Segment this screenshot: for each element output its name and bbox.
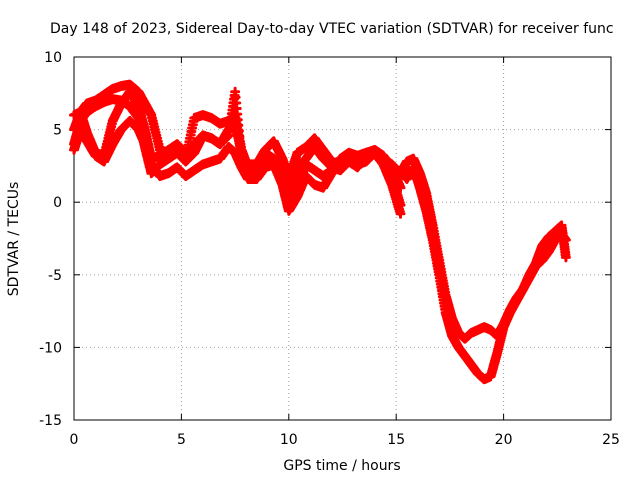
series-group (69, 79, 571, 385)
x-tick-label: 25 (602, 432, 620, 448)
y-tick-label: -10 (39, 340, 62, 356)
tick-marks (73, 56, 612, 421)
series-5 (395, 162, 571, 385)
x-tick-label: 5 (177, 432, 186, 448)
x-tick-label: 20 (495, 432, 513, 448)
x-axis-label: GPS time / hours (283, 458, 400, 474)
grid (74, 57, 611, 420)
plot-frame (73, 56, 612, 421)
x-tick-label: 10 (280, 432, 298, 448)
x-tick-label: 15 (387, 432, 405, 448)
y-tick-labels: 10 5 0 -5 -10 -15 (39, 50, 62, 429)
y-tick-label: 10 (44, 50, 62, 66)
series-markers (69, 86, 571, 344)
series-markers (395, 162, 571, 385)
y-axis-label: SDTVAR / TECUs (6, 182, 22, 297)
series-4 (69, 86, 571, 344)
x-tick-label: 0 (70, 432, 79, 448)
y-tick-label: 0 (53, 195, 62, 211)
y-tick-label: -15 (39, 413, 62, 429)
y-tick-label: -5 (48, 268, 62, 284)
x-tick-labels: 0 5 10 15 20 25 (70, 432, 620, 448)
chart-title: Day 148 of 2023, Sidereal Day-to-day VTE… (50, 21, 614, 37)
y-tick-label: 5 (53, 123, 62, 139)
